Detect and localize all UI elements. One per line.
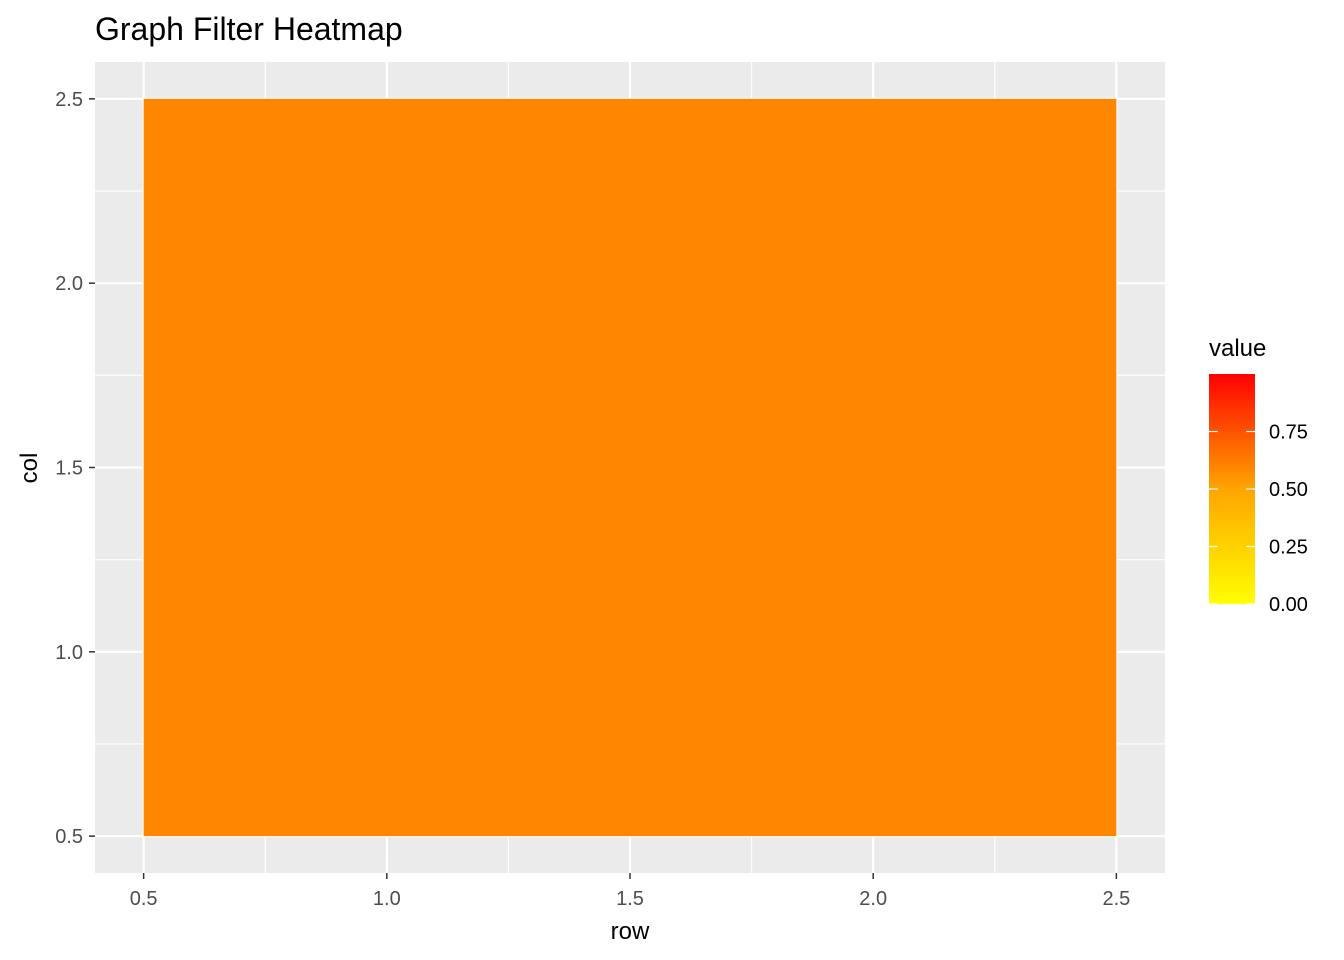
y-tick-label: 1.0 — [55, 642, 83, 664]
legend-title: value — [1209, 335, 1266, 362]
legend-break-label: 0.75 — [1269, 422, 1308, 444]
x-tick-label: 1.5 — [616, 888, 644, 910]
legend-breaks: 0.00 0.25 0.50 0.75 — [1209, 422, 1308, 616]
legend-break-label: 0.25 — [1269, 537, 1308, 559]
x-axis-title: row — [611, 918, 650, 945]
y-tick-label: 1.5 — [55, 458, 83, 480]
x-tick-label: 2.0 — [859, 888, 887, 910]
y-tick-label: 2.5 — [55, 89, 83, 111]
y-tick-label: 0.5 — [55, 826, 83, 848]
heatmap-cells — [143, 98, 1117, 837]
x-axis-ticks: 0.5 1.0 1.5 2.0 2.5 — [130, 873, 1130, 910]
color-legend: value 0.00 0.25 0.50 0.75 — [1209, 335, 1308, 616]
y-axis-title: col — [16, 453, 43, 484]
chart-title: Graph Filter Heatmap — [95, 11, 403, 47]
x-tick-label: 1.0 — [373, 888, 401, 910]
x-tick-label: 0.5 — [130, 888, 158, 910]
y-tick-label: 2.0 — [55, 273, 83, 295]
legend-break-label: 0.00 — [1269, 594, 1308, 616]
x-tick-label: 2.5 — [1102, 888, 1130, 910]
y-axis-ticks: 0.5 1.0 1.5 2.0 2.5 — [55, 89, 95, 848]
legend-break-label: 0.50 — [1269, 479, 1308, 501]
heatmap-cell — [143, 98, 1117, 837]
